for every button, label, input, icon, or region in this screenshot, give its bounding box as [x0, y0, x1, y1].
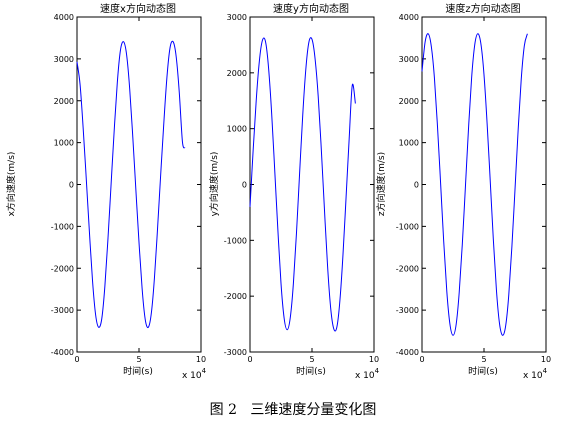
y-tick-label: 4000	[54, 13, 74, 22]
x-exponent-label: x 104	[523, 367, 548, 381]
chart-title: 速度z方向动态图	[445, 2, 520, 15]
y-tick-label: -3000	[396, 306, 419, 315]
y-tick-label: 1000	[227, 125, 247, 134]
y-tick-label: 2000	[54, 97, 74, 106]
x-tick-label: 0	[247, 355, 252, 364]
x-tick-label: 10	[196, 355, 206, 364]
y-tick-label: -1000	[224, 236, 247, 245]
y-axis-label: x方向速度(m/s)	[5, 152, 17, 217]
y-tick-label: -4000	[396, 348, 419, 357]
y-axis-label: z方向速度(m/s)	[375, 152, 387, 216]
y-tick-label: 0	[69, 181, 74, 190]
y-tick-label: -2000	[224, 292, 247, 301]
y-tick-label: 3000	[227, 13, 247, 22]
y-tick-label: -1000	[51, 222, 74, 231]
x-tick-label: 10	[369, 355, 379, 364]
x-exponent-label: x 104	[355, 367, 380, 381]
y-axis: -4000 -3000 -2000 -1000 0 1000 2000 3000 4000	[396, 13, 546, 357]
y-tick-label: 0	[414, 181, 419, 190]
plot-area	[76, 16, 202, 353]
series-line	[249, 37, 356, 332]
x-tick-label: 0	[419, 355, 424, 364]
x-axis: 0 5 10	[247, 17, 379, 364]
x-axis-label: 时间(s)	[123, 365, 153, 377]
y-axis: -4000 -3000 -2000 -1000 0 1000 2000 3000 4000	[51, 13, 201, 357]
y-axis-label: y方向速度(m/s)	[208, 152, 220, 217]
figure-caption: 图 2 三维速度分量变化图	[209, 402, 377, 418]
series-line	[76, 40, 186, 329]
subplot-y-velocity: 速度y方向动态图 -3000 -2000 -1000 0 1000 2000 3000 0 5…	[208, 2, 380, 381]
y-axis: -3000 -2000 -1000 0 1000 2000 3000	[224, 13, 374, 357]
y-tick-label: -2000	[396, 264, 419, 273]
y-tick-label: -1000	[396, 222, 419, 231]
x-axis-label: 时间(s)	[468, 365, 498, 377]
y-tick-label: 0	[242, 181, 247, 190]
y-tick-label: 3000	[54, 55, 74, 64]
y-tick-label: 1000	[399, 139, 419, 148]
x-tick-label: 5	[481, 355, 486, 364]
subplot-z-velocity: 速度z方向动态图 -4000 -3000 -2000 -1000 0 1000 2000 30…	[375, 2, 551, 381]
subplot-x-velocity: 速度x方向动态图 -4000 -3000 -2000 -1000 0 1000 2000 30…	[5, 2, 207, 381]
y-tick-label: 4000	[399, 13, 419, 22]
x-axis-label: 时间(s)	[296, 365, 326, 377]
y-tick-label: -3000	[51, 306, 74, 315]
x-axis: 0 5 10	[74, 17, 206, 364]
y-tick-label: 2000	[399, 97, 419, 106]
chart-title: 速度y方向动态图	[273, 2, 349, 15]
y-tick-label: -3000	[224, 348, 247, 357]
y-tick-label: -2000	[51, 264, 74, 273]
x-tick-label: 5	[309, 355, 314, 364]
y-tick-label: -4000	[51, 348, 74, 357]
chart-title: 速度x方向动态图	[100, 2, 176, 15]
y-tick-label: 1000	[54, 139, 74, 148]
x-exponent-label: x 104	[182, 367, 207, 381]
x-tick-label: 0	[74, 355, 79, 364]
y-tick-label: 3000	[399, 55, 419, 64]
y-tick-label: 2000	[227, 69, 247, 78]
x-tick-label: 10	[541, 355, 551, 364]
x-tick-label: 5	[136, 355, 141, 364]
series-line	[421, 33, 528, 336]
x-axis: 0 5 10	[419, 17, 551, 364]
